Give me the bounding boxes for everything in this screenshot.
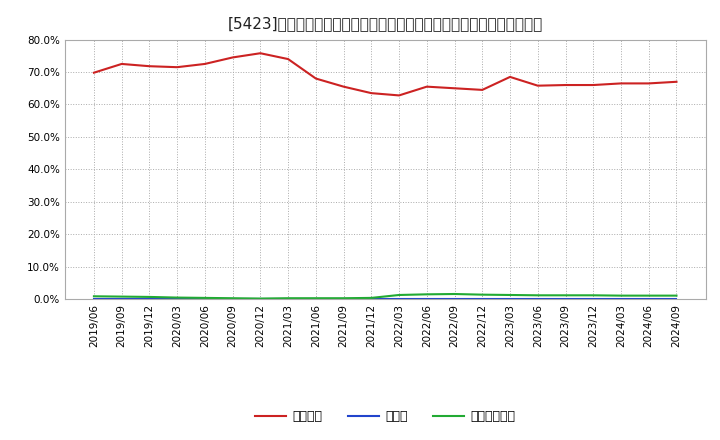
繰延税金資産 xyxy=(201,295,210,301)
のれん xyxy=(367,297,376,302)
のれん xyxy=(505,297,514,302)
のれん xyxy=(672,297,681,302)
自己資本 xyxy=(505,74,514,80)
のれん xyxy=(478,297,487,302)
のれん xyxy=(145,297,154,302)
自己資本 xyxy=(367,91,376,96)
繰延税金資産 xyxy=(589,293,598,298)
のれん xyxy=(561,297,570,302)
繰延税金資産 xyxy=(145,294,154,300)
のれん xyxy=(117,297,126,302)
のれん xyxy=(228,297,237,302)
繰延税金資産 xyxy=(312,296,320,301)
繰延税金資産 xyxy=(423,292,431,297)
自己資本 xyxy=(173,65,181,70)
のれん xyxy=(256,297,265,302)
自己資本 xyxy=(616,81,625,86)
のれん xyxy=(201,297,210,302)
繰延税金資産 xyxy=(228,296,237,301)
繰延税金資産 xyxy=(644,293,653,298)
自己資本 xyxy=(256,51,265,56)
のれん xyxy=(339,297,348,302)
繰延税金資産 xyxy=(284,296,292,301)
自己資本 xyxy=(450,86,459,91)
自己資本 xyxy=(589,82,598,88)
自己資本 xyxy=(145,63,154,69)
繰延税金資産 xyxy=(616,293,625,298)
Legend: 自己資本, のれん, 繰延税金資産: 自己資本, のれん, 繰延税金資産 xyxy=(251,405,521,428)
Line: 自己資本: 自己資本 xyxy=(94,53,677,95)
のれん xyxy=(89,297,98,302)
自己資本 xyxy=(672,79,681,84)
繰延税金資産 xyxy=(478,292,487,297)
繰延税金資産 xyxy=(672,293,681,298)
自己資本 xyxy=(339,84,348,89)
自己資本 xyxy=(201,61,210,66)
繰延税金資産 xyxy=(505,292,514,297)
のれん xyxy=(450,297,459,302)
Title: [5423]　自己資本、のれん、繰延税金資産の総資産に対する比率の推移: [5423] 自己資本、のれん、繰延税金資産の総資産に対する比率の推移 xyxy=(228,16,543,32)
のれん xyxy=(312,297,320,302)
のれん xyxy=(589,297,598,302)
自己資本 xyxy=(395,93,403,98)
のれん xyxy=(534,297,542,302)
自己資本 xyxy=(117,61,126,66)
繰延税金資産 xyxy=(117,294,126,299)
自己資本 xyxy=(423,84,431,89)
自己資本 xyxy=(228,55,237,60)
のれん xyxy=(644,297,653,302)
自己資本 xyxy=(534,83,542,88)
繰延税金資産 xyxy=(395,292,403,297)
自己資本 xyxy=(478,87,487,92)
のれん xyxy=(616,297,625,302)
のれん xyxy=(423,297,431,302)
のれん xyxy=(173,297,181,302)
自己資本 xyxy=(561,82,570,88)
のれん xyxy=(395,297,403,302)
繰延税金資産 xyxy=(367,295,376,301)
繰延税金資産 xyxy=(534,293,542,298)
自己資本 xyxy=(284,56,292,62)
のれん xyxy=(284,297,292,302)
自己資本 xyxy=(89,70,98,75)
繰延税金資産 xyxy=(339,296,348,301)
繰延税金資産 xyxy=(173,295,181,300)
繰延税金資産 xyxy=(561,293,570,298)
繰延税金資産 xyxy=(256,296,265,301)
繰延税金資産 xyxy=(89,293,98,299)
Line: 繰延税金資産: 繰延税金資産 xyxy=(94,294,677,299)
自己資本 xyxy=(644,81,653,86)
自己資本 xyxy=(312,76,320,81)
繰延税金資産 xyxy=(450,291,459,297)
